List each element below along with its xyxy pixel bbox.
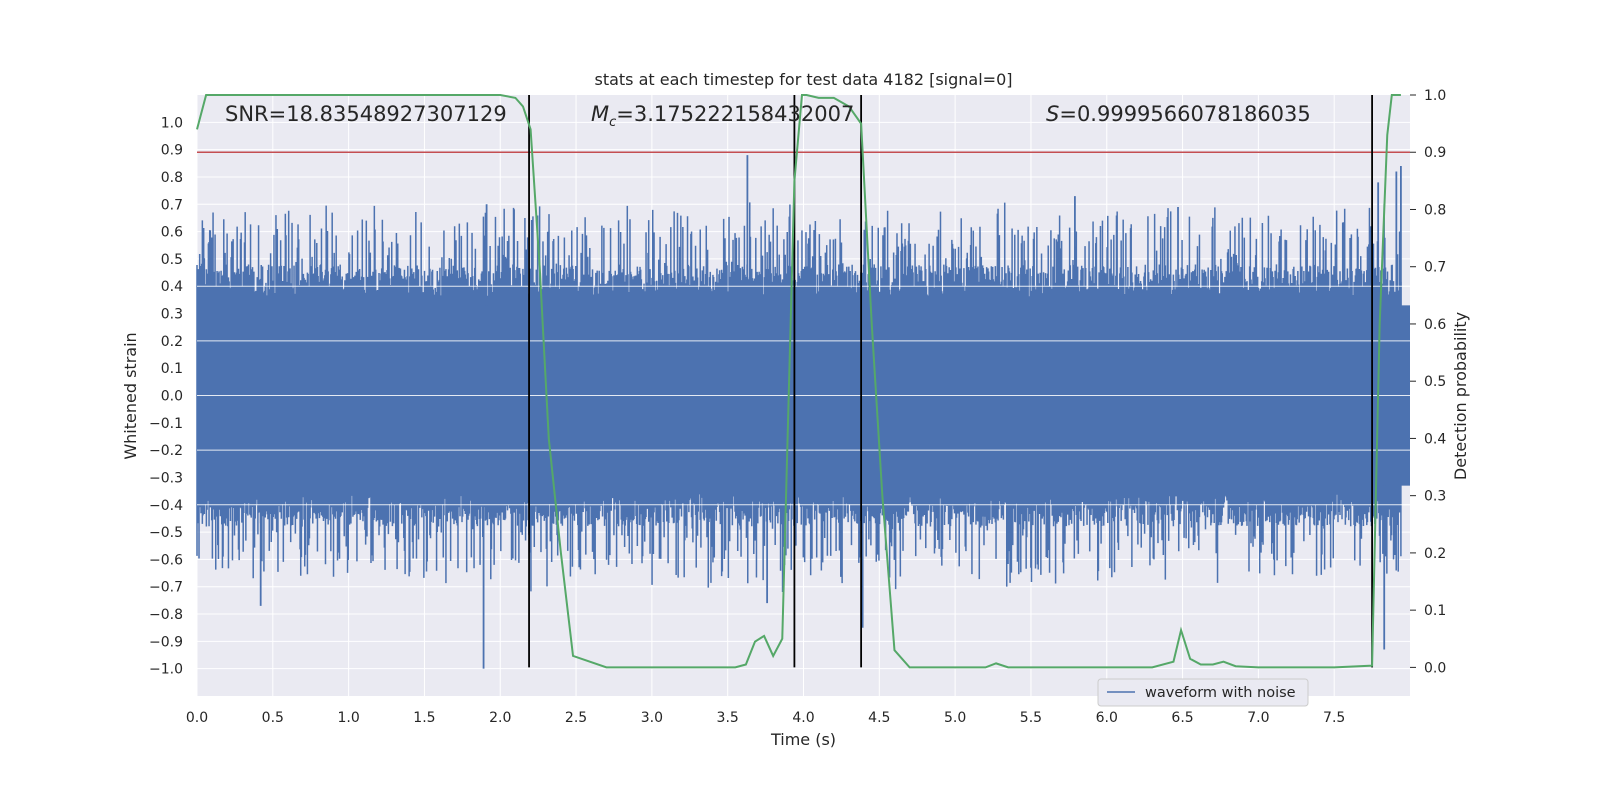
y2-tick-label: 0.3 xyxy=(1424,489,1446,505)
x-tick-label: 3.5 xyxy=(717,710,739,726)
y2-tick-label: 0.0 xyxy=(1424,660,1446,676)
legend-box xyxy=(1097,678,1309,707)
x-tick-label: 4.0 xyxy=(792,710,814,726)
y2-tick-label: 0.4 xyxy=(1424,431,1446,447)
y2-tick-label: 0.2 xyxy=(1424,546,1446,562)
x-tick-label: 3.0 xyxy=(641,710,663,726)
s-value: =0.9999566078186035 xyxy=(1059,102,1310,126)
y-tick-label: 0.7 xyxy=(161,197,183,213)
y-tick-label: −0.8 xyxy=(149,607,183,623)
x-tick-label: 1.0 xyxy=(337,710,359,726)
y-tick-label: −0.5 xyxy=(149,525,183,541)
y-tick-label: 0.8 xyxy=(161,170,183,186)
y-axis-label: Whitened strain xyxy=(121,332,140,459)
x-tick-label: 7.5 xyxy=(1323,710,1345,726)
x-axis-label: Time (s) xyxy=(770,730,836,749)
y2-tick-label: 0.9 xyxy=(1424,145,1446,161)
legend-label-waveform: waveform with noise xyxy=(1145,685,1296,701)
y2-tick-label: 0.8 xyxy=(1424,202,1446,218)
waveform-series xyxy=(196,155,1410,669)
y2-tick-label: 0.5 xyxy=(1424,374,1446,390)
mc-symbol: M xyxy=(591,102,609,126)
y-tick-label: −0.9 xyxy=(149,634,183,650)
y-tick-label: 0.6 xyxy=(161,225,183,241)
y-tick-label: 0.4 xyxy=(161,279,183,295)
y-tick-label: 0.2 xyxy=(161,334,183,350)
y-tick-label: −0.3 xyxy=(149,470,183,486)
y2-tick-label: 0.7 xyxy=(1424,260,1446,276)
x-tick-label: 1.5 xyxy=(413,710,435,726)
x-tick-label: 5.5 xyxy=(1020,710,1042,726)
detection-probability-line xyxy=(196,94,1401,669)
mc-value: =3.175222158432007 xyxy=(616,102,854,126)
legend: waveform with noise xyxy=(1097,678,1309,707)
x-tick-label: 0.5 xyxy=(262,710,284,726)
y-tick-label: 0.5 xyxy=(161,252,183,268)
y-tick-label: −0.4 xyxy=(149,498,183,514)
x-tick-label: 2.0 xyxy=(489,710,511,726)
y-tick-label: −0.2 xyxy=(149,443,183,459)
y2-tick-label: 0.1 xyxy=(1424,603,1446,619)
x-tick-label: 2.5 xyxy=(565,710,587,726)
x-tick-label: 0.0 xyxy=(186,710,208,726)
x-tick-label: 6.5 xyxy=(1171,710,1193,726)
y-tick-label: −0.7 xyxy=(149,580,183,596)
snr-annotation: SNR=18.83548927307129 xyxy=(225,102,507,126)
y-tick-label: 0.9 xyxy=(161,143,183,159)
x-tick-label: 6.0 xyxy=(1096,710,1118,726)
overlays xyxy=(196,94,1410,669)
chart-title: stats at each timestep for test data 418… xyxy=(594,70,1012,89)
y-tick-label: −0.6 xyxy=(149,552,183,568)
y-tick-label: 0.3 xyxy=(161,307,183,323)
y2-axis-label: Detection probability xyxy=(1451,312,1470,480)
y-tick-label: 0.0 xyxy=(161,389,183,405)
x-tick-label: 5.0 xyxy=(944,710,966,726)
chirp-mass-annotation: Mc=3.175222158432007 xyxy=(591,102,854,130)
axes: 0.0 0.5 1.0 1.5 2.0 2.5 3.0 3.5 4.0 4.5 5.0 5.5 6.0 6… xyxy=(149,88,1446,726)
y-tick-label: −0.1 xyxy=(149,416,183,432)
y2-tick-label: 1.0 xyxy=(1424,88,1446,104)
x-tick-label: 7.0 xyxy=(1247,710,1269,726)
y2-tick-label: 0.6 xyxy=(1424,317,1446,333)
mc-subscript: c xyxy=(609,115,616,130)
y-tick-label: 0.1 xyxy=(161,361,183,377)
x-tick-label: 4.5 xyxy=(868,710,890,726)
y-tick-label: −1.0 xyxy=(149,662,183,678)
s-symbol: S xyxy=(1046,102,1059,126)
score-annotation: S=0.9999566078186035 xyxy=(1046,102,1311,126)
y-tick-label: 1.0 xyxy=(161,115,183,131)
